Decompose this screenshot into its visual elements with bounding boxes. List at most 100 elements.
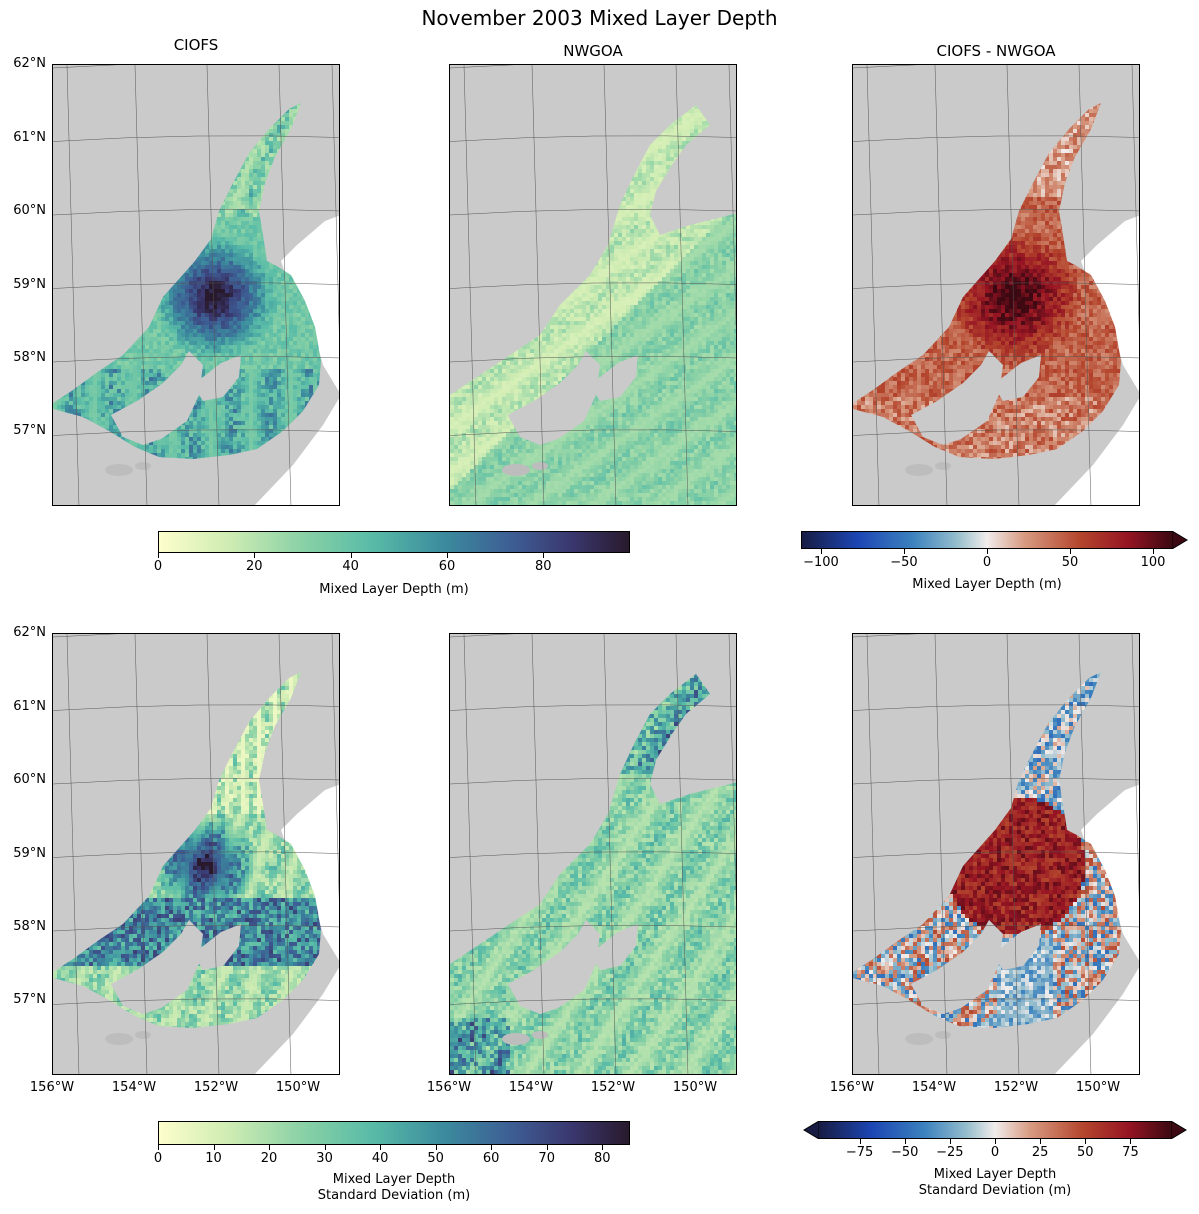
colorbar-tick-mark bbox=[949, 1139, 951, 1144]
lat-tick-label-bottom: 62°N bbox=[0, 625, 46, 640]
map-panel-diff-std bbox=[852, 633, 1140, 1075]
small-island bbox=[105, 1033, 133, 1045]
lon-gridline bbox=[934, 634, 948, 1074]
lon-gridline bbox=[675, 634, 689, 1074]
colorbar-label: Mixed Layer Depth Standard Deviation (m) bbox=[818, 1167, 1172, 1199]
map-panel-nwgoa-mean bbox=[449, 64, 737, 506]
colorbar-tick-mark bbox=[158, 1145, 159, 1150]
lat-tick-label-bottom: 60°N bbox=[0, 772, 46, 787]
lon-gridline bbox=[1006, 65, 1020, 505]
lat-tick-label-top: 58°N bbox=[0, 350, 46, 365]
lon-gridline bbox=[66, 65, 80, 505]
colorbar-tick-label: −25 bbox=[925, 1145, 975, 1160]
lat-tick-label-bottom: 59°N bbox=[0, 846, 46, 861]
colorbar-tick-mark bbox=[1153, 549, 1155, 554]
colorbar-cb-mean-seq bbox=[158, 531, 630, 553]
open-ocean bbox=[1081, 215, 1139, 392]
lat-gridline bbox=[53, 851, 339, 858]
open-ocean bbox=[1054, 967, 1139, 1074]
lon-tick-label: 156°W bbox=[822, 1080, 882, 1095]
colorbar-tick-label: 30 bbox=[300, 1151, 350, 1166]
lat-gridline bbox=[53, 777, 339, 785]
small-island bbox=[532, 1031, 548, 1039]
lon-gridline bbox=[728, 634, 736, 902]
colorbar-extend-max bbox=[1171, 1121, 1187, 1139]
lat-gridline bbox=[853, 704, 1139, 711]
colorbar-tick-mark bbox=[543, 553, 545, 558]
colorbar-tick-mark bbox=[987, 549, 988, 554]
afognak-island bbox=[993, 924, 1041, 970]
kodiak-island bbox=[508, 920, 600, 1014]
colorbar-tick-mark bbox=[903, 549, 905, 554]
colorbar-tick-label: 50 bbox=[1060, 1145, 1110, 1160]
open-ocean bbox=[1054, 398, 1139, 505]
colorbar-label: Mixed Layer Depth (m) bbox=[801, 577, 1173, 593]
small-island bbox=[502, 1033, 530, 1045]
lat-gridline bbox=[853, 924, 1139, 932]
lat-gridline bbox=[53, 282, 339, 289]
lon-gridline bbox=[603, 634, 617, 1074]
colorbar-tick-label: 20 bbox=[229, 559, 279, 574]
open-ocean bbox=[254, 398, 339, 505]
lat-tick-label-bottom: 57°N bbox=[0, 992, 46, 1007]
lon-gridline bbox=[866, 65, 880, 505]
lon-tick-label: 154°W bbox=[904, 1080, 964, 1095]
colorbar-tick-label: 0 bbox=[133, 559, 183, 574]
lat-gridline bbox=[450, 777, 736, 785]
colorbar-tick-label: 80 bbox=[518, 559, 568, 574]
small-island bbox=[532, 462, 548, 470]
colorbar-tick-mark bbox=[995, 1139, 996, 1144]
panel-title-diff: CIOFS - NWGOA bbox=[852, 42, 1140, 60]
afognak-island bbox=[590, 355, 638, 401]
lat-gridline bbox=[450, 851, 736, 858]
lon-tick-label: 154°W bbox=[104, 1080, 164, 1095]
colorbar-tick-label: 80 bbox=[577, 1151, 627, 1166]
kodiak-island bbox=[911, 351, 1003, 445]
colorbar-tick-label: 50 bbox=[411, 1151, 461, 1166]
colorbar-cb-std-div bbox=[818, 1121, 1172, 1139]
colorbar-tick-mark bbox=[1040, 1139, 1042, 1144]
lon-gridline bbox=[331, 634, 339, 902]
lat-gridline bbox=[450, 704, 736, 711]
kodiak-island bbox=[111, 351, 203, 445]
colorbar-tick-label: 60 bbox=[422, 559, 472, 574]
colorbar-tick-mark bbox=[1130, 1139, 1132, 1144]
afognak-island bbox=[193, 355, 241, 401]
lon-gridline bbox=[206, 634, 220, 1074]
colorbar-tick-label: 20 bbox=[244, 1151, 294, 1166]
lon-gridline bbox=[66, 634, 80, 1074]
lat-gridline bbox=[450, 998, 736, 1005]
colorbar-tick-mark bbox=[158, 553, 159, 558]
lat-gridline bbox=[450, 429, 736, 436]
lat-gridline bbox=[450, 65, 513, 69]
colorbar-tick-label: −75 bbox=[835, 1145, 885, 1160]
lat-gridline bbox=[53, 429, 339, 436]
lon-gridline bbox=[866, 634, 880, 1074]
lat-gridline bbox=[53, 634, 116, 638]
lon-gridline bbox=[1131, 65, 1139, 333]
lat-gridline bbox=[53, 65, 116, 69]
colorbar-tick-label: 0 bbox=[970, 1145, 1020, 1160]
colorbar-tick-label: 75 bbox=[1105, 1145, 1155, 1160]
lat-gridline bbox=[853, 355, 1139, 363]
lon-gridline bbox=[134, 634, 148, 1074]
lat-gridline bbox=[450, 282, 736, 289]
lat-gridline bbox=[53, 355, 339, 363]
colorbar-cb-mean-div bbox=[801, 531, 1173, 549]
open-ocean bbox=[1081, 784, 1139, 961]
lon-gridline bbox=[134, 65, 148, 505]
colorbar-tick-label: 0 bbox=[133, 1151, 183, 1166]
lon-gridline bbox=[331, 65, 339, 333]
colorbar-tick-label: 60 bbox=[466, 1151, 516, 1166]
small-island bbox=[105, 464, 133, 476]
colorbar-tick-label: 70 bbox=[522, 1151, 572, 1166]
colorbar-tick-label: 25 bbox=[1015, 1145, 1065, 1160]
figure-title: November 2003 Mixed Layer Depth bbox=[0, 6, 1199, 30]
lat-tick-label-top: 59°N bbox=[0, 277, 46, 292]
colorbar-tick-label: 10 bbox=[189, 1151, 239, 1166]
lon-tick-label: 154°W bbox=[501, 1080, 561, 1095]
lat-tick-label-top: 61°N bbox=[0, 130, 46, 145]
colorbar-tick-mark bbox=[380, 1145, 382, 1150]
colorbar-tick-mark bbox=[269, 1145, 271, 1150]
colorbar-tick-mark bbox=[435, 1145, 437, 1150]
